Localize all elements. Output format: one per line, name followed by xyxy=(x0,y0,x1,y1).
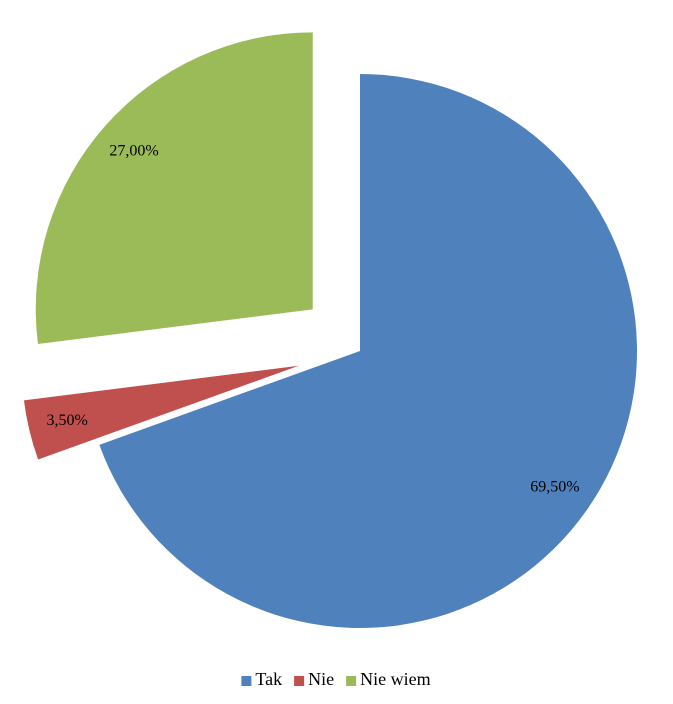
legend-swatch xyxy=(241,676,252,686)
legend-swatch xyxy=(294,676,305,686)
legend-swatch xyxy=(346,676,357,686)
legend: Tak Nie Nie wiem xyxy=(241,669,431,689)
pie-slice xyxy=(35,32,313,345)
data-label: 27,00% xyxy=(109,142,158,159)
pie-slice xyxy=(99,74,637,628)
legend-label: Nie wiem xyxy=(360,669,430,689)
legend-label: Nie xyxy=(308,669,334,689)
legend-label: Tak xyxy=(255,669,282,689)
pie-slice xyxy=(23,365,299,460)
data-label: 3,50% xyxy=(46,412,87,429)
pie: 69,50% 3,50% 27,00% xyxy=(23,32,637,628)
data-label: 69,50% xyxy=(530,479,579,496)
